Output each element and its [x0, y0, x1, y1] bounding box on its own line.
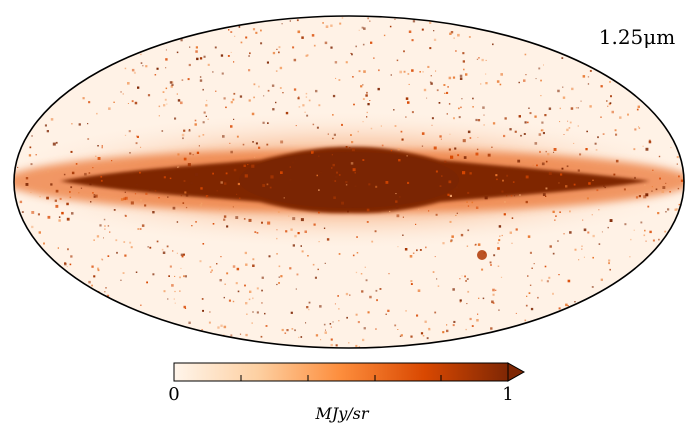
- colorbar: 0 1 MJy/sr: [168, 362, 526, 423]
- colorbar-max-label: 1: [502, 384, 513, 405]
- colorbar-min-label: 0: [168, 384, 179, 405]
- mollweide-sky-map: [13, 15, 685, 349]
- band-label: 1.25μm: [599, 25, 676, 49]
- colorbar-gradient: [173, 362, 509, 382]
- colorbar-unit-label: MJy/sr: [314, 404, 369, 423]
- colorbar-extend-arrow: [507, 362, 526, 382]
- star-speckles: [17, 17, 684, 348]
- colorbar-ticks: [240, 375, 442, 381]
- map-boundary: [13, 15, 685, 349]
- bright-source: [477, 250, 487, 260]
